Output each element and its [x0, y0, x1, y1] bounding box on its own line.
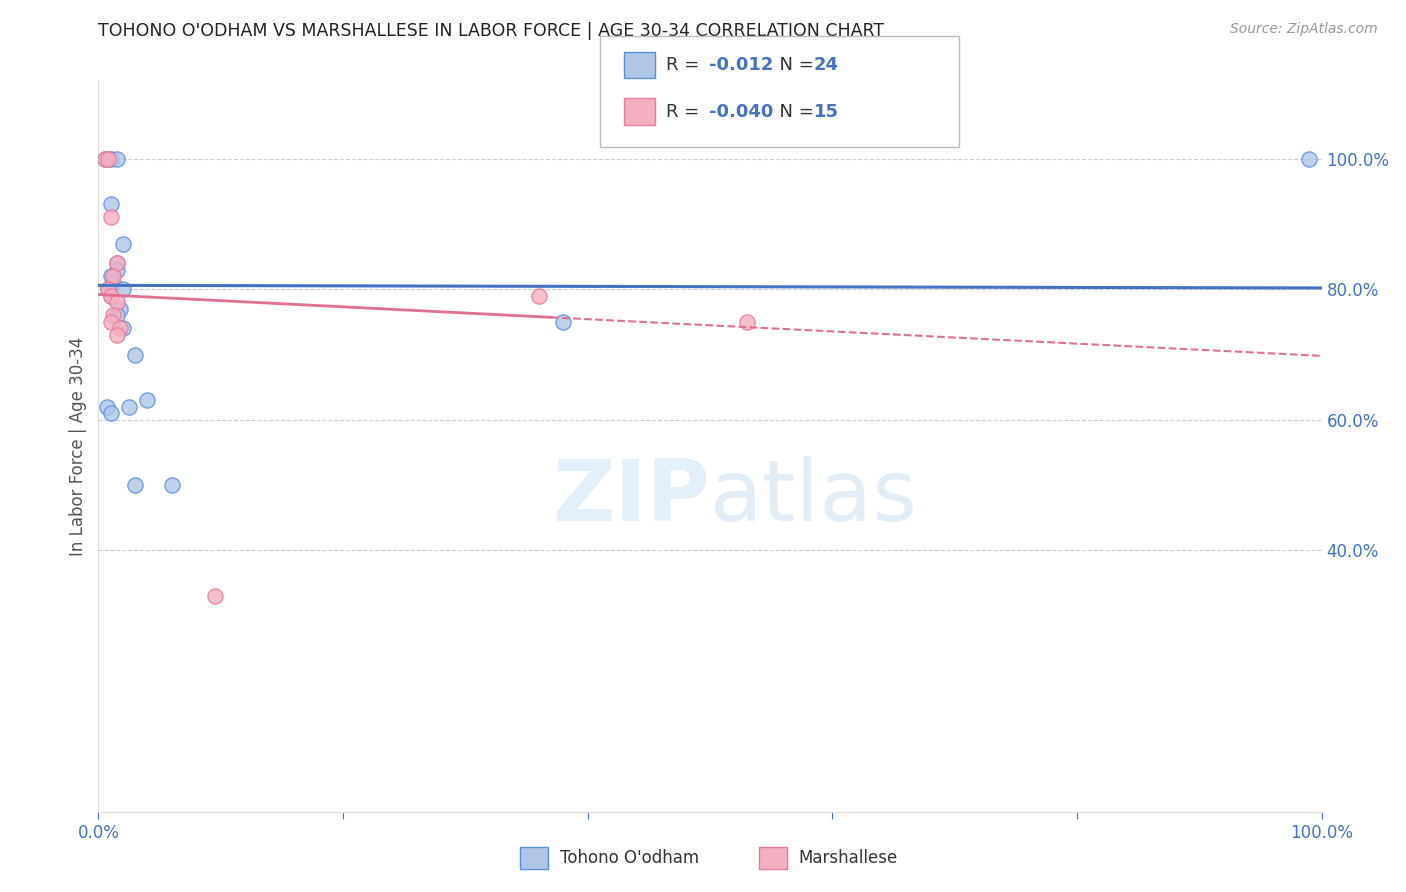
Text: R =: R = — [666, 56, 706, 74]
Point — [160, 478, 183, 492]
Text: -0.012: -0.012 — [709, 56, 773, 74]
Point — [93, 152, 115, 166]
Point — [105, 256, 128, 270]
Point — [527, 289, 550, 303]
Point — [101, 269, 124, 284]
Point — [105, 328, 128, 343]
Text: -0.040: -0.040 — [709, 103, 773, 120]
Point — [111, 282, 134, 296]
Point — [204, 589, 226, 603]
Text: R =: R = — [666, 103, 706, 120]
Point — [93, 152, 115, 166]
Text: Source: ZipAtlas.com: Source: ZipAtlas.com — [1230, 22, 1378, 37]
Point — [100, 289, 122, 303]
Point — [105, 295, 128, 310]
Point — [111, 236, 134, 251]
Point — [100, 152, 122, 166]
Point — [105, 256, 128, 270]
Point — [136, 393, 159, 408]
Point — [101, 309, 124, 323]
Text: Marshallese: Marshallese — [799, 849, 898, 867]
Point — [735, 315, 758, 329]
Point — [1298, 152, 1320, 166]
Text: atlas: atlas — [710, 456, 918, 539]
Point — [124, 348, 146, 362]
Point — [105, 309, 128, 323]
Point — [105, 152, 128, 166]
Point — [97, 282, 120, 296]
Point — [118, 400, 141, 414]
Point — [111, 321, 134, 335]
Point — [124, 478, 146, 492]
Point — [110, 301, 132, 316]
Text: N =: N = — [768, 103, 820, 120]
Text: N =: N = — [768, 56, 820, 74]
Point — [100, 269, 122, 284]
Y-axis label: In Labor Force | Age 30-34: In Labor Force | Age 30-34 — [69, 336, 87, 556]
Point — [96, 400, 118, 414]
Text: 24: 24 — [814, 56, 839, 74]
Point — [100, 211, 122, 225]
Point — [97, 282, 120, 296]
Text: 15: 15 — [814, 103, 839, 120]
Point — [101, 276, 124, 290]
Point — [100, 289, 122, 303]
Point — [97, 152, 120, 166]
Point — [100, 315, 122, 329]
Point — [100, 197, 122, 211]
Point — [100, 406, 122, 420]
Text: Tohono O'odham: Tohono O'odham — [560, 849, 699, 867]
Text: ZIP: ZIP — [553, 456, 710, 539]
Text: TOHONO O'ODHAM VS MARSHALLESE IN LABOR FORCE | AGE 30-34 CORRELATION CHART: TOHONO O'ODHAM VS MARSHALLESE IN LABOR F… — [98, 22, 884, 40]
Point — [553, 315, 575, 329]
Point — [110, 321, 132, 335]
Point — [105, 262, 128, 277]
